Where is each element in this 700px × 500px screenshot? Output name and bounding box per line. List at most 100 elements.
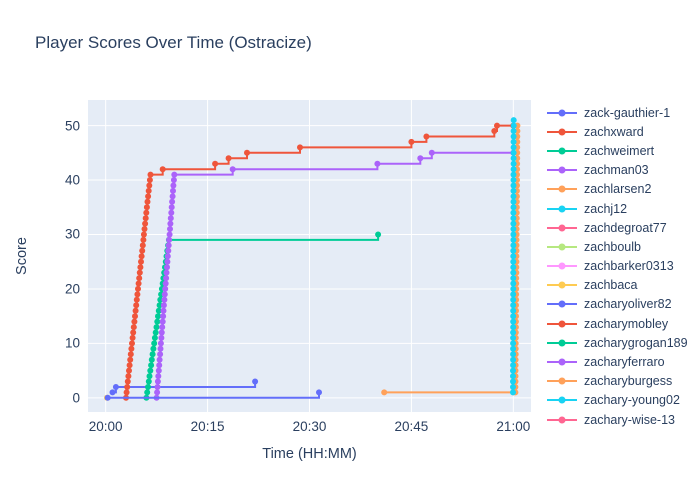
data-point xyxy=(510,307,517,314)
data-point xyxy=(140,236,147,243)
data-point xyxy=(510,177,517,183)
data-point xyxy=(510,296,517,303)
legend-item-zachj12[interactable]: zachj12 xyxy=(545,199,700,218)
data-point xyxy=(510,275,517,282)
legend-item-zachweimert[interactable]: zachweimert xyxy=(545,141,700,160)
data-point xyxy=(375,231,382,238)
legend-swatch-icon xyxy=(547,320,577,328)
data-point xyxy=(510,166,517,173)
legend-label: zachweimert xyxy=(584,143,655,158)
data-point xyxy=(132,313,138,320)
data-point xyxy=(494,122,500,129)
data-point xyxy=(148,362,155,369)
data-point xyxy=(164,264,170,271)
legend-label: zachj12 xyxy=(584,201,628,216)
legend-swatch-icon xyxy=(547,396,577,404)
data-point xyxy=(104,394,111,401)
data-point xyxy=(157,340,164,347)
data-point xyxy=(510,144,517,151)
data-point xyxy=(510,122,517,129)
data-point xyxy=(158,334,165,341)
data-point xyxy=(168,204,175,211)
data-point xyxy=(133,302,140,309)
data-point xyxy=(252,378,259,385)
legend-item-zachbaca[interactable]: zachbaca xyxy=(545,276,700,295)
legend-item-zachary-young02[interactable]: zachary-young02 xyxy=(545,391,700,410)
data-point xyxy=(171,171,178,178)
data-point xyxy=(142,215,149,222)
legend-item-zachboulb[interactable]: zachboulb xyxy=(545,237,700,256)
data-point xyxy=(130,329,137,336)
data-point xyxy=(510,242,517,249)
data-point xyxy=(510,367,516,374)
data-point xyxy=(156,302,163,309)
legend-label: zachary-wise-13 xyxy=(584,412,676,427)
x-axis-title: Time (HH:MM) xyxy=(262,446,357,462)
data-point xyxy=(151,340,158,347)
legend-item-zacharyferraro[interactable]: zacharyferraro xyxy=(545,352,700,371)
legend-item-zacharygrogan189[interactable]: zacharygrogan189 xyxy=(545,333,700,352)
legend-item-zachxward[interactable]: zachxward xyxy=(545,122,700,141)
data-point xyxy=(510,264,517,271)
legend-item-zachbarker0313[interactable]: zachbarker0313 xyxy=(545,257,700,276)
legend-label: zacharygrogan189 xyxy=(584,335,688,350)
data-point xyxy=(170,182,177,189)
data-point xyxy=(510,356,517,363)
data-point xyxy=(164,253,171,260)
data-point xyxy=(510,231,517,238)
legend-swatch-icon xyxy=(547,262,577,270)
series-line-zachman03 xyxy=(156,151,514,399)
legend-swatch-icon xyxy=(547,205,577,213)
legend-label: zachxward xyxy=(584,124,644,139)
legend-item-zachary-wise-13[interactable]: zachary-wise-13 xyxy=(545,410,700,427)
legend-label: zacharyburgess xyxy=(584,374,673,389)
legend-label: zachboulb xyxy=(584,239,641,254)
data-point xyxy=(510,160,517,167)
data-point xyxy=(131,318,138,325)
x-tick-label: 21:00 xyxy=(496,419,531,434)
series-line-zachweimert xyxy=(146,234,380,399)
data-point xyxy=(510,373,516,380)
data-point xyxy=(146,182,153,189)
data-point xyxy=(141,226,148,232)
data-point xyxy=(510,291,517,298)
data-point xyxy=(423,133,430,140)
legend-label: zachbaca xyxy=(584,278,638,293)
y-tick-label: 10 xyxy=(64,335,80,351)
legend-item-zachman03[interactable]: zachman03 xyxy=(545,161,700,180)
legend-swatch-icon xyxy=(547,416,577,424)
data-point xyxy=(510,193,517,200)
data-point xyxy=(510,149,517,156)
legend-label: zachbarker0313 xyxy=(584,259,674,274)
legend-item-zachlarsen2[interactable]: zachlarsen2 xyxy=(545,180,700,199)
legend-label: zacharyoliver82 xyxy=(584,297,672,312)
data-point xyxy=(160,313,167,320)
data-point xyxy=(428,149,435,156)
series-line-zachxward xyxy=(125,124,514,399)
legend-swatch-icon xyxy=(547,243,577,251)
legend-item-zachdegroat77[interactable]: zachdegroat77 xyxy=(545,218,700,237)
legend-item-zacharymobley[interactable]: zacharymobley xyxy=(545,314,700,333)
data-point xyxy=(510,215,517,222)
legend-swatch-icon xyxy=(547,300,577,308)
data-point xyxy=(154,389,161,396)
legend-item-zack-gauthier-1[interactable]: zack-gauthier-1 xyxy=(545,103,700,122)
data-point xyxy=(139,242,146,249)
legend-item-zacharyoliver82[interactable]: zacharyoliver82 xyxy=(545,295,700,314)
data-point xyxy=(155,373,162,380)
data-point xyxy=(146,177,153,183)
data-point xyxy=(161,291,168,298)
legend-item-zacharyburgess[interactable]: zacharyburgess xyxy=(545,372,700,391)
data-point xyxy=(510,389,516,396)
data-point xyxy=(146,373,153,380)
chart-title: Player Scores Over Time (Ostracize) xyxy=(35,33,312,52)
legend-label: zachdegroat77 xyxy=(584,220,667,235)
data-point xyxy=(316,389,322,396)
data-point xyxy=(169,193,176,200)
data-point xyxy=(155,367,162,374)
data-point xyxy=(129,340,135,347)
legend-swatch-icon xyxy=(547,128,577,136)
legend-label: zacharymobley xyxy=(584,316,669,331)
data-point xyxy=(157,296,164,303)
